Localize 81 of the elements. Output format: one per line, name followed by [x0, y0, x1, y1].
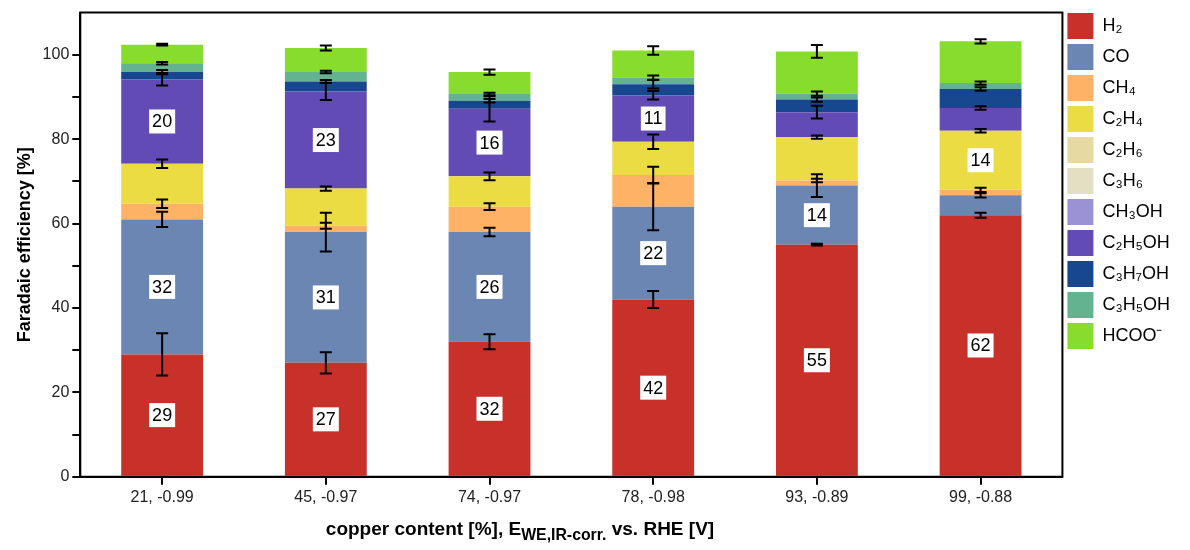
bar: [939, 215, 1022, 476]
x-tick-label: 74, -0.97: [457, 487, 522, 505]
bar: [612, 175, 695, 207]
bar: [121, 163, 204, 204]
bar: [284, 81, 367, 92]
legend-label: HCOO⁻: [1102, 324, 1163, 345]
bar: [448, 72, 531, 95]
bar: [121, 203, 204, 220]
legend-label: CH₄: [1102, 76, 1136, 97]
data-label: 29: [152, 405, 173, 426]
bar: [775, 112, 858, 138]
data-label: 16: [479, 132, 500, 153]
bar: [448, 341, 531, 476]
bar: [448, 108, 531, 177]
bar: [612, 206, 695, 300]
legend-label: C₂H₄: [1102, 107, 1143, 128]
bar: [121, 79, 204, 164]
legend-label: CH₃OH: [1102, 200, 1163, 221]
y-tick-label: 20: [51, 382, 70, 400]
bar: [612, 299, 695, 476]
data-label: 27: [315, 409, 336, 430]
y-axis-title: Faradaic efficiency [%]: [13, 147, 34, 343]
x-tick-label: 93, -0.89: [785, 487, 849, 505]
bar: [284, 48, 367, 73]
bar: [284, 362, 367, 476]
data-label: 20: [152, 111, 173, 132]
bar: [775, 180, 858, 186]
data-label: 42: [643, 377, 664, 398]
bar: [284, 72, 367, 82]
y-tick-label: 80: [51, 129, 70, 147]
data-label: 23: [315, 130, 336, 151]
data-label: 14: [806, 205, 827, 226]
x-tick-label: 99, -0.88: [949, 487, 1013, 505]
data-label: 11: [643, 108, 663, 129]
data-label: 26: [479, 276, 500, 297]
bar: [612, 50, 695, 78]
bar: [775, 244, 858, 476]
bar: [612, 84, 695, 96]
bar: [612, 141, 695, 176]
bar: [284, 91, 367, 189]
x-axis-title: copper content [%], E$_{WE,IR-corr.}$ vs. RHE [V]: [324, 518, 716, 544]
bar: [121, 354, 204, 476]
legend-label: C₃H₆: [1102, 169, 1144, 190]
data-label: 55: [806, 350, 827, 371]
bar: [121, 63, 204, 73]
y-tick-label: 0: [60, 467, 70, 485]
y-tick-label: 60: [51, 214, 70, 232]
bar: [121, 219, 204, 355]
x-tick-label: 78, -0.98: [621, 487, 685, 505]
bar: [448, 176, 531, 207]
bar: [939, 88, 1022, 108]
legend-label: C₂H₅OH: [1102, 231, 1170, 252]
bar: [448, 206, 531, 233]
data-label: 14: [970, 150, 991, 171]
data-label: 62: [970, 335, 991, 356]
bar: [939, 195, 1022, 216]
bar: [121, 72, 204, 80]
bar: [448, 232, 531, 342]
legend-label: C₂H₆: [1102, 138, 1143, 159]
bar: [448, 100, 531, 109]
bar: [284, 232, 367, 363]
y-tick-label: 40: [51, 298, 70, 316]
legend-label: H₂: [1102, 14, 1123, 35]
x-tick-label: 21, -0.99: [130, 487, 194, 505]
bar: [775, 51, 858, 94]
legend-label: C₃H₅OH: [1102, 293, 1171, 314]
x-tick-label: 45, -0.97: [294, 487, 358, 505]
bar: [939, 41, 1022, 84]
bar: [775, 137, 858, 181]
data-label: 32: [479, 398, 500, 419]
y-tick-label: 100: [42, 45, 70, 63]
legend-label: CO: [1102, 45, 1130, 66]
bar: [284, 188, 367, 226]
legend-label: C₃H₇OH: [1102, 262, 1169, 283]
data-label: 32: [152, 276, 173, 297]
data-label: 31: [315, 287, 336, 308]
data-label: 22: [643, 243, 664, 264]
bar: [939, 107, 1022, 131]
bar: [775, 93, 858, 100]
bar: [775, 185, 858, 245]
bar: [121, 44, 204, 64]
